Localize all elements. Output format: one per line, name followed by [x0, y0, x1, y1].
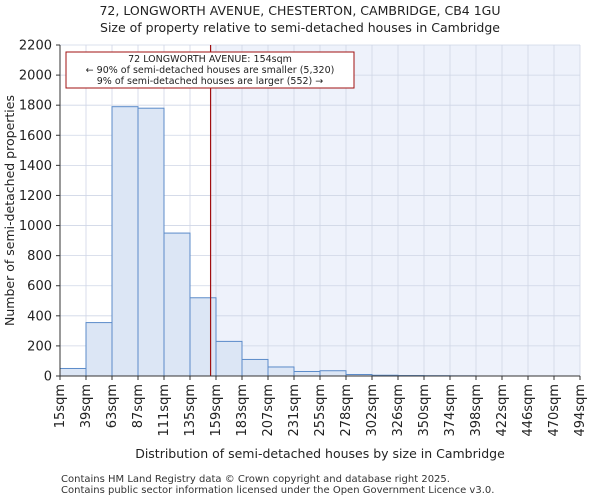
- x-tick-label: 159sqm: [209, 384, 224, 437]
- x-tick-label: 255sqm: [313, 384, 328, 437]
- annotation-box: [65, 51, 355, 89]
- x-tick-label: 15sqm: [53, 384, 68, 428]
- footer-licence: Contains public sector information licen…: [61, 485, 495, 496]
- y-axis-title: Number of semi-detached properties: [2, 95, 17, 326]
- x-tick-label: 470sqm: [547, 384, 562, 437]
- histogram-bar: [111, 106, 139, 377]
- histogram-bar: [163, 232, 191, 377]
- annotation-larger: 9% of semi-detached houses are larger (5…: [97, 76, 324, 87]
- y-tick-label: 800: [27, 249, 52, 264]
- x-tick-label: 111sqm: [157, 384, 172, 437]
- x-tick-label: 446sqm: [521, 384, 536, 437]
- x-tick-label: 135sqm: [183, 384, 198, 437]
- x-tick-label: 278sqm: [339, 384, 354, 437]
- x-tick-label: 422sqm: [495, 384, 510, 437]
- x-tick-label: 207sqm: [261, 384, 276, 437]
- y-tick-label: 1600: [19, 129, 52, 144]
- histogram-bar: [215, 340, 243, 377]
- y-tick-label: 200: [27, 339, 52, 354]
- x-tick-label: 183sqm: [235, 384, 250, 437]
- x-tick-label: 326sqm: [391, 384, 406, 437]
- histogram-bar: [59, 367, 87, 377]
- chart-title: 72, LONGWORTH AVENUE, CHESTERTON, CAMBRI…: [99, 3, 501, 18]
- y-tick-label: 1200: [19, 189, 52, 204]
- x-tick-label: 39sqm: [79, 384, 94, 428]
- y-tick-label: 2000: [19, 69, 52, 84]
- annotation-smaller: ← 90% of semi-detached houses are smalle…: [86, 65, 335, 76]
- footer-copyright: Contains HM Land Registry data © Crown c…: [61, 474, 450, 485]
- y-tick-label: 600: [27, 279, 52, 294]
- x-tick-label: 494sqm: [573, 384, 588, 437]
- y-tick-label: 1000: [19, 219, 52, 234]
- histogram-bar: [267, 366, 295, 377]
- larger-region-shade: [210, 45, 581, 376]
- y-tick-label: 1400: [19, 159, 52, 174]
- y-tick-label: 0: [44, 370, 52, 385]
- annotation-title: 72 LONGWORTH AVENUE: 154sqm: [128, 54, 292, 65]
- x-tick-label: 63sqm: [105, 384, 120, 428]
- histogram-bar: [293, 370, 321, 377]
- y-tick-label: 1800: [19, 99, 52, 114]
- x-axis-title: Distribution of semi-detached houses by …: [135, 446, 505, 461]
- x-tick-label: 374sqm: [443, 384, 458, 437]
- histogram-bar: [85, 322, 113, 377]
- histogram-bar: [137, 107, 165, 377]
- x-tick-label: 231sqm: [287, 384, 302, 437]
- histogram-bar: [319, 370, 347, 377]
- histogram-bar: [189, 297, 217, 377]
- y-tick-label: 2200: [19, 39, 52, 54]
- chart-subtitle: Size of property relative to semi-detach…: [100, 20, 500, 35]
- histogram-bar: [241, 358, 269, 377]
- y-tick-label: 400: [27, 309, 52, 324]
- x-tick-label: 87sqm: [131, 384, 146, 428]
- x-tick-label: 302sqm: [365, 384, 380, 437]
- x-tick-label: 350sqm: [417, 384, 432, 437]
- x-tick-label: 398sqm: [469, 384, 484, 437]
